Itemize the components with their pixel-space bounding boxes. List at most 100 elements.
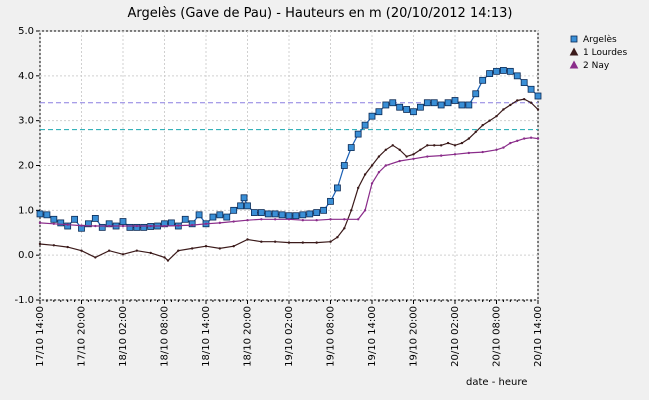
data-point (38, 242, 42, 246)
data-point (80, 224, 83, 227)
data-point (181, 215, 189, 223)
data-point (168, 219, 175, 227)
data-point (36, 210, 44, 218)
y-tick-label: 4.0 (18, 71, 34, 82)
data-point (190, 247, 194, 250)
x-tick-label: 18/10 14:00 (201, 306, 212, 367)
data-point (140, 223, 148, 231)
data-point (315, 241, 318, 244)
data-point (313, 209, 321, 216)
legend-label: Argelès (583, 34, 617, 45)
data-point (195, 211, 203, 219)
data-point (292, 212, 300, 220)
data-point (356, 186, 360, 190)
data-point (320, 206, 327, 214)
data-point (218, 247, 222, 250)
data-point (301, 218, 305, 222)
data-point (278, 211, 286, 219)
data-point (204, 222, 208, 225)
data-point (370, 182, 374, 185)
data-point (534, 92, 542, 100)
data-point (216, 211, 224, 219)
data-point (287, 241, 291, 244)
data-point (513, 72, 521, 80)
data-point (389, 99, 397, 107)
data-point (209, 213, 217, 221)
data-point (426, 144, 429, 147)
data-point (64, 222, 72, 230)
data-point (135, 224, 139, 228)
data-point (502, 146, 505, 149)
data-point (363, 209, 367, 212)
data-point (133, 223, 141, 231)
data-point (287, 218, 291, 221)
data-point (273, 218, 277, 221)
x-tick-label: 17/10 14:00 (35, 306, 46, 367)
data-point (439, 154, 443, 157)
data-point (237, 202, 244, 210)
data-point (327, 197, 334, 205)
data-point (306, 210, 314, 218)
data-point (188, 220, 196, 228)
data-point (98, 223, 106, 231)
data-point (251, 209, 258, 216)
data-point (119, 218, 127, 225)
data-point (299, 211, 307, 219)
data-point (361, 121, 369, 129)
data-point (405, 155, 408, 158)
data-point (396, 103, 404, 111)
data-point (246, 238, 249, 241)
data-point (375, 108, 383, 116)
y-tick-label: 3.0 (18, 116, 34, 127)
data-point (493, 67, 500, 75)
data-point (204, 245, 208, 248)
data-point (516, 99, 519, 102)
data-point (232, 220, 235, 223)
legend-marker (569, 47, 579, 56)
data-point (166, 259, 170, 262)
data-point (94, 256, 97, 259)
data-point (257, 209, 265, 216)
x-tick-label: 19/10 20:00 (409, 306, 420, 367)
data-point (453, 153, 457, 156)
data-point (223, 213, 231, 221)
legend-label: 1 Lourdes (583, 48, 627, 58)
x-tick-label: 19/10 14:00 (367, 306, 378, 367)
data-point (391, 144, 394, 147)
data-point (329, 240, 332, 243)
y-tick-label: 1.0 (18, 205, 34, 216)
data-point (423, 99, 431, 107)
data-point (340, 162, 348, 169)
data-point (437, 101, 445, 109)
data-point (527, 85, 535, 93)
data-point (430, 99, 438, 107)
data-point (439, 144, 443, 147)
data-point (285, 212, 293, 220)
x-tick-label: 17/10 20:00 (77, 306, 88, 367)
data-point (66, 245, 69, 249)
data-point (149, 251, 152, 255)
data-point (334, 184, 341, 192)
y-tick-label: 2.0 (18, 161, 34, 172)
x-tick-label: 18/10 20:00 (243, 306, 254, 367)
data-point (509, 103, 512, 107)
data-point (71, 215, 78, 223)
data-point (412, 157, 415, 160)
x-tick-label: 20/10 02:00 (450, 306, 461, 367)
data-point (384, 148, 388, 152)
data-point (412, 153, 415, 156)
data-point (433, 144, 436, 147)
data-point (336, 236, 339, 239)
data-point (488, 119, 491, 122)
data-point (107, 224, 111, 228)
data-point (481, 123, 484, 127)
data-point (522, 97, 526, 101)
data-point (38, 221, 42, 225)
data-point (354, 130, 362, 138)
x-tick-label: 20/10 14:00 (533, 306, 544, 367)
data-point (315, 218, 318, 222)
legend-label: 2 Nay (583, 61, 610, 71)
data-point (495, 114, 498, 118)
